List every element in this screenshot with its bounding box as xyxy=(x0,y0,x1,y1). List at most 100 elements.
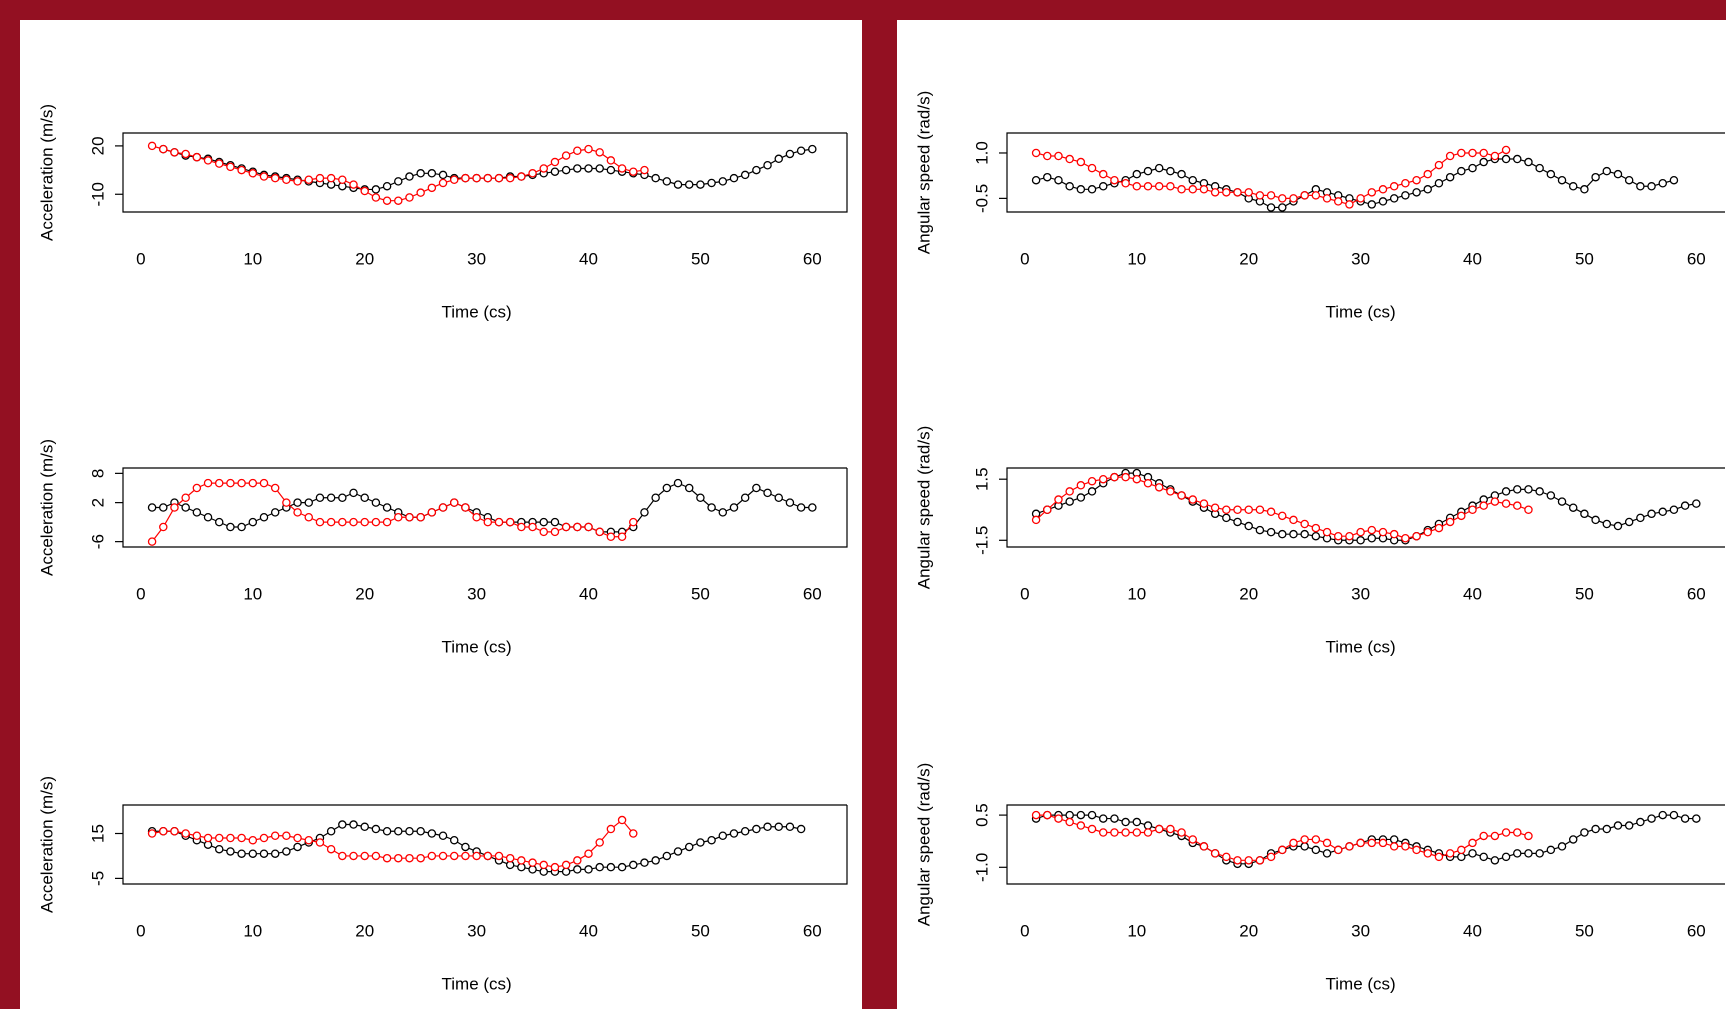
data-point xyxy=(584,865,593,874)
data-point xyxy=(1557,497,1567,506)
data-point xyxy=(606,532,616,542)
data-point xyxy=(438,178,448,188)
data-point xyxy=(1311,191,1321,200)
data-point xyxy=(237,833,246,843)
data-point xyxy=(1132,817,1142,827)
x-tick-label: 20 xyxy=(1239,584,1258,603)
data-point xyxy=(326,844,336,854)
data-point xyxy=(449,175,459,185)
data-point xyxy=(1367,188,1377,197)
data-point xyxy=(729,829,739,838)
data-point xyxy=(1412,175,1421,185)
data-point xyxy=(1043,151,1052,161)
data-point xyxy=(214,833,224,843)
x-tick-label: 20 xyxy=(1239,249,1258,268)
data-point xyxy=(1468,838,1477,848)
data-point xyxy=(1188,835,1198,844)
data-point xyxy=(752,483,761,493)
x-tick-label: 50 xyxy=(691,921,710,940)
data-point xyxy=(270,173,280,183)
data-point xyxy=(293,833,302,843)
plot-box xyxy=(122,804,848,885)
data-point xyxy=(1345,200,1354,209)
y-tick-label: 2 xyxy=(88,498,107,507)
data-point xyxy=(1412,845,1421,855)
data-point xyxy=(1602,519,1612,529)
data-point xyxy=(1098,169,1108,179)
data-point xyxy=(1222,505,1231,514)
data-point xyxy=(349,517,358,527)
data-point xyxy=(584,522,593,532)
right-panel xyxy=(897,20,1726,1009)
data-point xyxy=(1076,481,1086,490)
data-point xyxy=(1311,531,1321,541)
data-point xyxy=(1468,163,1477,173)
data-point xyxy=(718,177,728,186)
data-point xyxy=(1445,172,1455,182)
data-point xyxy=(282,175,291,185)
data-point xyxy=(740,827,750,836)
data-point xyxy=(1098,828,1108,837)
x-tick-label: 20 xyxy=(355,921,374,940)
data-point xyxy=(1367,200,1377,209)
data-point xyxy=(550,157,560,167)
data-point xyxy=(203,478,213,488)
data-point xyxy=(371,193,381,202)
data-point xyxy=(595,164,604,173)
data-point xyxy=(550,167,560,176)
x-tick-label: 30 xyxy=(467,584,486,603)
data-point xyxy=(1389,182,1399,191)
y-tick-label: -6 xyxy=(88,534,107,549)
data-point xyxy=(1300,191,1309,200)
data-point xyxy=(1065,817,1074,827)
data-point xyxy=(1389,842,1399,851)
data-point xyxy=(192,483,202,493)
data-point xyxy=(382,853,392,863)
data-point xyxy=(382,196,392,205)
data-point xyxy=(371,185,381,194)
data-point xyxy=(237,165,246,175)
data-point xyxy=(494,517,504,527)
data-point xyxy=(640,508,649,517)
data-point xyxy=(573,865,582,874)
data-point xyxy=(1602,166,1612,176)
y-axis-label: Angular speed (rad/s) xyxy=(914,763,933,926)
data-point xyxy=(1076,493,1086,502)
x-tick-label: 60 xyxy=(1687,921,1706,940)
x-tick-label: 10 xyxy=(1127,921,1146,940)
data-point xyxy=(338,493,347,502)
data-point xyxy=(360,851,369,861)
data-point xyxy=(1412,188,1421,197)
data-point xyxy=(449,498,459,507)
data-point xyxy=(808,144,817,154)
data-point xyxy=(1065,182,1074,191)
data-point xyxy=(1121,178,1130,188)
data-point xyxy=(293,842,302,852)
data-point xyxy=(1154,163,1164,173)
data-point xyxy=(1345,842,1354,851)
data-point xyxy=(1647,509,1656,519)
data-point xyxy=(1278,511,1287,521)
data-point xyxy=(1244,188,1253,197)
data-point xyxy=(1121,472,1130,482)
x-tick-label: 10 xyxy=(243,249,262,268)
data-point xyxy=(1457,166,1466,176)
data-point xyxy=(1501,828,1511,837)
data-point xyxy=(1434,852,1444,862)
data-point xyxy=(774,822,783,832)
data-point xyxy=(1378,197,1388,206)
x-tick-label: 40 xyxy=(579,249,598,268)
data-point xyxy=(483,851,493,861)
data-point xyxy=(718,831,728,840)
data-point xyxy=(1647,182,1656,191)
data-point xyxy=(1043,505,1052,514)
data-point xyxy=(1278,529,1287,539)
data-point xyxy=(371,851,381,861)
data-point xyxy=(1513,154,1522,164)
data-point xyxy=(326,827,336,836)
data-point xyxy=(1098,182,1108,191)
data-point xyxy=(1680,501,1690,510)
data-point xyxy=(248,478,258,488)
data-point xyxy=(1199,185,1209,194)
data-point xyxy=(1580,828,1589,837)
